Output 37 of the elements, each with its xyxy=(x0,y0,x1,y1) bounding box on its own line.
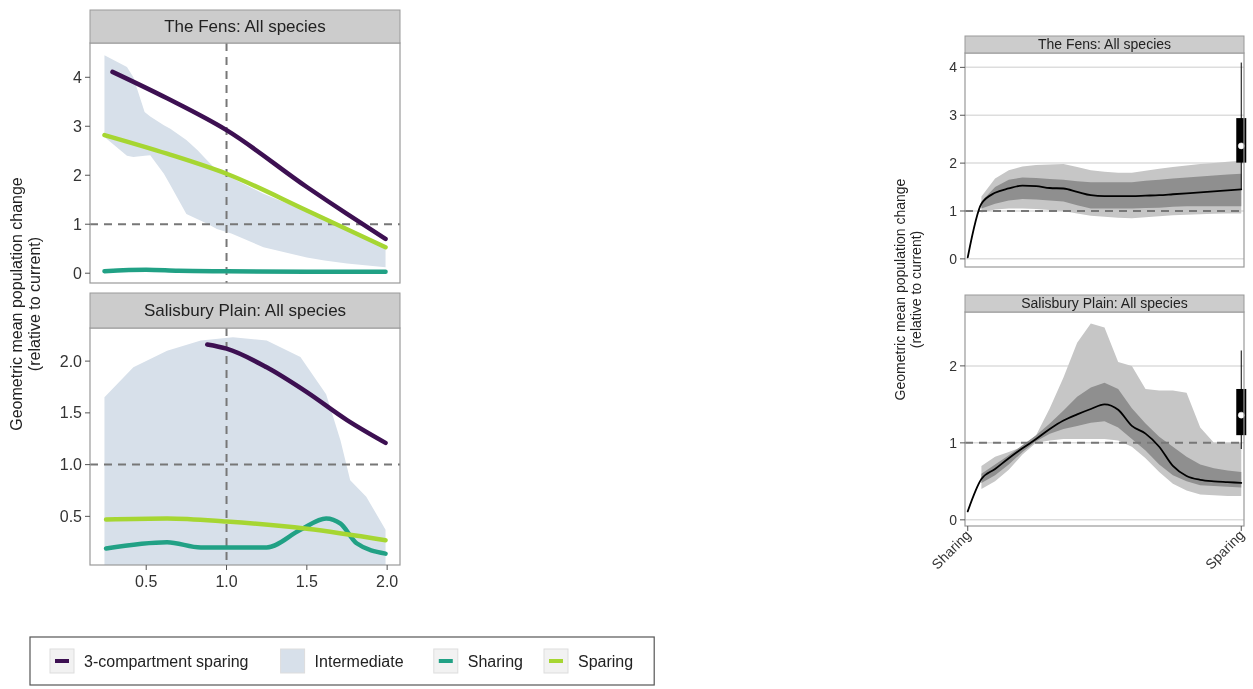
chart-title: Salisbury Plain: All species xyxy=(143,301,347,321)
y-tick-label: 2 xyxy=(949,155,958,172)
y-axis-title: Geometric mean population change (relative to current) xyxy=(892,178,925,401)
x-tick-label: 1.5 xyxy=(295,573,319,590)
y-tick-label: 2 xyxy=(73,166,83,184)
legend-label: Sparing xyxy=(578,652,634,670)
x-tick-label: 2.0 xyxy=(376,573,399,590)
line-series xyxy=(103,516,388,556)
y-tick-label: 0 xyxy=(73,264,83,282)
chart-title: The Fens: All species xyxy=(164,17,326,37)
y-tick-label: 4 xyxy=(73,68,83,86)
legend-label: Intermediate xyxy=(314,652,404,670)
legend-label: 3-compartment sparing xyxy=(84,652,249,670)
y-axis-title: Geometric mean population change (relative to current) xyxy=(8,177,44,431)
y-tick-label: 2 xyxy=(949,357,958,374)
chart-title: Salisbury Plain: All species xyxy=(1021,295,1188,312)
line-series xyxy=(110,69,388,242)
x-tick-label: 1.0 xyxy=(215,573,238,590)
y-tick-label: 1 xyxy=(949,434,958,451)
y-tick-label: 3 xyxy=(949,107,958,124)
line-series xyxy=(205,342,388,446)
x-tick-label: 0.5 xyxy=(135,573,158,590)
line-series xyxy=(966,403,1243,513)
line-series xyxy=(103,516,388,543)
line-series xyxy=(102,132,388,250)
y-tick-label: 1 xyxy=(949,202,958,219)
chart-title: The Fens: All species xyxy=(1037,36,1172,53)
y-tick-label: 1 xyxy=(73,215,83,233)
y-tick-label: 0.5 xyxy=(59,507,83,525)
y-tick-label: 1.0 xyxy=(59,456,83,474)
y-tick-label: 2.0 xyxy=(59,352,83,370)
legend-label: Sharing xyxy=(467,652,523,670)
y-tick-label: 0 xyxy=(949,511,958,528)
y-tick-label: 3 xyxy=(73,117,83,135)
y-tick-label: 4 xyxy=(949,59,958,76)
y-tick-label: 0 xyxy=(949,250,958,267)
y-tick-label: 1.5 xyxy=(59,404,83,422)
